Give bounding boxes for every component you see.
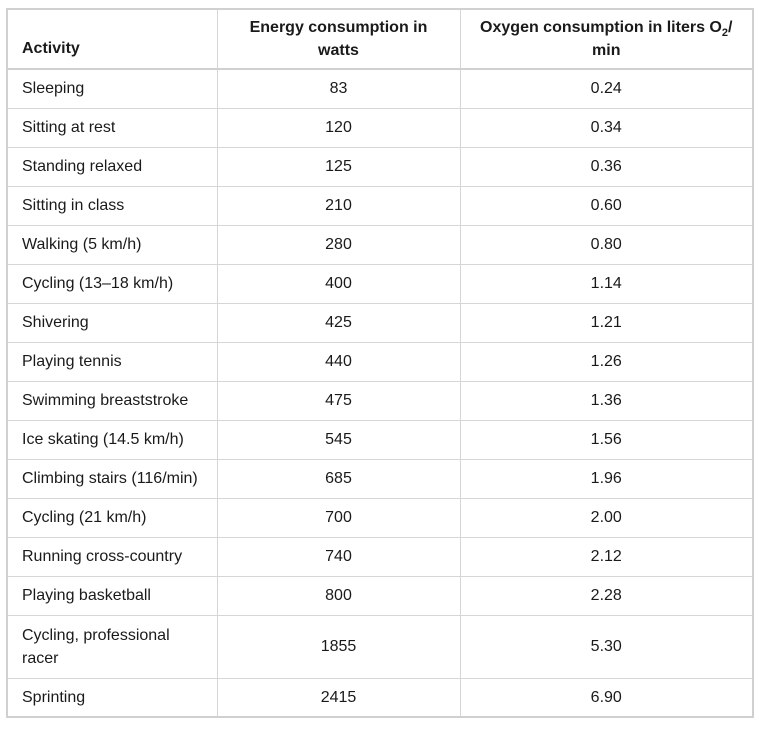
oxygen-cell: 0.36 bbox=[459, 146, 754, 187]
energy-cell: 440 bbox=[216, 341, 461, 382]
activity-cell: Cycling, professional racer bbox=[6, 614, 218, 679]
header-oxygen-subscript: 2 bbox=[721, 27, 728, 40]
table-row: Cycling (13–18 km/h) 400 1.14 bbox=[6, 263, 754, 304]
oxygen-cell: 1.56 bbox=[459, 419, 754, 460]
activity-cell: Ice skating (14.5 km/h) bbox=[6, 419, 218, 460]
energy-cell: 2415 bbox=[216, 677, 461, 718]
table-row: Climbing stairs (116/min) 685 1.96 bbox=[6, 458, 754, 499]
energy-cell: 685 bbox=[216, 458, 461, 499]
activity-cell: Playing tennis bbox=[6, 341, 218, 382]
oxygen-cell: 2.12 bbox=[459, 536, 754, 577]
activity-cell: Sitting in class bbox=[6, 185, 218, 226]
energy-cell: 125 bbox=[216, 146, 461, 187]
activity-cell: Walking (5 km/h) bbox=[6, 224, 218, 265]
table-row: Sitting in class 210 0.60 bbox=[6, 185, 754, 226]
activity-cell: Sitting at rest bbox=[6, 107, 218, 148]
activity-cell: Cycling (13–18 km/h) bbox=[6, 263, 218, 304]
header-oxygen: Oxygen consumption in liters O2/ min bbox=[459, 8, 754, 70]
activity-cell: Swimming breaststroke bbox=[6, 380, 218, 421]
activity-cell: Climbing stairs (116/min) bbox=[6, 458, 218, 499]
activity-cell: Standing relaxed bbox=[6, 146, 218, 187]
energy-cell: 800 bbox=[216, 575, 461, 616]
oxygen-cell: 0.24 bbox=[459, 68, 754, 109]
table-row: Walking (5 km/h) 280 0.80 bbox=[6, 224, 754, 265]
oxygen-cell: 0.80 bbox=[459, 224, 754, 265]
activity-cell: Shivering bbox=[6, 302, 218, 343]
energy-oxygen-table: Activity Energy consumption in watts Oxy… bbox=[6, 8, 754, 718]
activity-cell: Cycling (21 km/h) bbox=[6, 497, 218, 538]
oxygen-cell: 1.14 bbox=[459, 263, 754, 304]
oxygen-cell: 1.36 bbox=[459, 380, 754, 421]
energy-cell: 120 bbox=[216, 107, 461, 148]
energy-oxygen-table-container: Activity Energy consumption in watts Oxy… bbox=[6, 8, 754, 718]
activity-cell: Playing basketball bbox=[6, 575, 218, 616]
table-row: Sleeping 83 0.24 bbox=[6, 68, 754, 109]
energy-cell: 700 bbox=[216, 497, 461, 538]
energy-cell: 280 bbox=[216, 224, 461, 265]
oxygen-cell: 2.00 bbox=[459, 497, 754, 538]
header-oxygen-suffix: / min bbox=[592, 19, 733, 59]
table-row: Cycling, professional racer 1855 5.30 bbox=[6, 614, 754, 679]
table-row: Sprinting 2415 6.90 bbox=[6, 677, 754, 718]
header-activity: Activity bbox=[6, 8, 218, 70]
table-row: Swimming breaststroke 475 1.36 bbox=[6, 380, 754, 421]
energy-cell: 1855 bbox=[216, 614, 461, 679]
header-energy: Energy consumption in watts bbox=[216, 8, 461, 70]
table-row: Playing tennis 440 1.26 bbox=[6, 341, 754, 382]
table-row: Ice skating (14.5 km/h) 545 1.56 bbox=[6, 419, 754, 460]
table-header: Activity Energy consumption in watts Oxy… bbox=[6, 8, 754, 70]
table-row: Playing basketball 800 2.28 bbox=[6, 575, 754, 616]
oxygen-cell: 6.90 bbox=[459, 677, 754, 718]
oxygen-cell: 0.60 bbox=[459, 185, 754, 226]
energy-cell: 475 bbox=[216, 380, 461, 421]
table-row: Running cross-country 740 2.12 bbox=[6, 536, 754, 577]
table-body: Sleeping 83 0.24 Sitting at rest 120 0.3… bbox=[6, 68, 754, 718]
oxygen-cell: 1.21 bbox=[459, 302, 754, 343]
energy-cell: 210 bbox=[216, 185, 461, 226]
header-row: Activity Energy consumption in watts Oxy… bbox=[6, 8, 754, 70]
energy-cell: 425 bbox=[216, 302, 461, 343]
oxygen-cell: 5.30 bbox=[459, 614, 754, 679]
activity-cell: Running cross-country bbox=[6, 536, 218, 577]
activity-cell: Sprinting bbox=[6, 677, 218, 718]
oxygen-cell: 1.26 bbox=[459, 341, 754, 382]
oxygen-cell: 0.34 bbox=[459, 107, 754, 148]
activity-cell: Sleeping bbox=[6, 68, 218, 109]
table-row: Cycling (21 km/h) 700 2.00 bbox=[6, 497, 754, 538]
energy-cell: 740 bbox=[216, 536, 461, 577]
table-row: Shivering 425 1.21 bbox=[6, 302, 754, 343]
energy-cell: 545 bbox=[216, 419, 461, 460]
table-row: Standing relaxed 125 0.36 bbox=[6, 146, 754, 187]
oxygen-cell: 1.96 bbox=[459, 458, 754, 499]
header-oxygen-prefix: Oxygen consumption in liters O bbox=[480, 19, 722, 36]
table-row: Sitting at rest 120 0.34 bbox=[6, 107, 754, 148]
energy-cell: 400 bbox=[216, 263, 461, 304]
oxygen-cell: 2.28 bbox=[459, 575, 754, 616]
energy-cell: 83 bbox=[216, 68, 461, 109]
